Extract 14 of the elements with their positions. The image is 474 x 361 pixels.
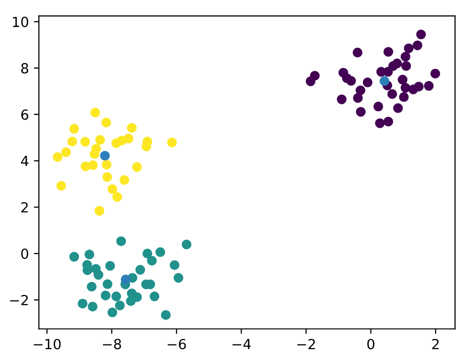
x-tick-label: −2 (297, 338, 315, 350)
y-tick-label: 8 (21, 63, 28, 74)
x-tick-label: −8 (102, 338, 122, 350)
x-tick-label: 2 (432, 338, 439, 350)
y-tick-label: 4 (20, 156, 28, 166)
y-tick-label: 2 (21, 202, 28, 212)
y-tick-label: 0 (21, 248, 28, 259)
x-tick-label: 0 (367, 338, 374, 350)
y-tick-label: −2 (10, 294, 28, 306)
y-tick-label: 6 (21, 109, 28, 120)
y-tick-label: 10 (13, 16, 28, 28)
x-tick-label: −6 (168, 338, 186, 350)
x-tick-label: −10 (34, 338, 61, 350)
x-tick-label: −4 (232, 339, 251, 350)
